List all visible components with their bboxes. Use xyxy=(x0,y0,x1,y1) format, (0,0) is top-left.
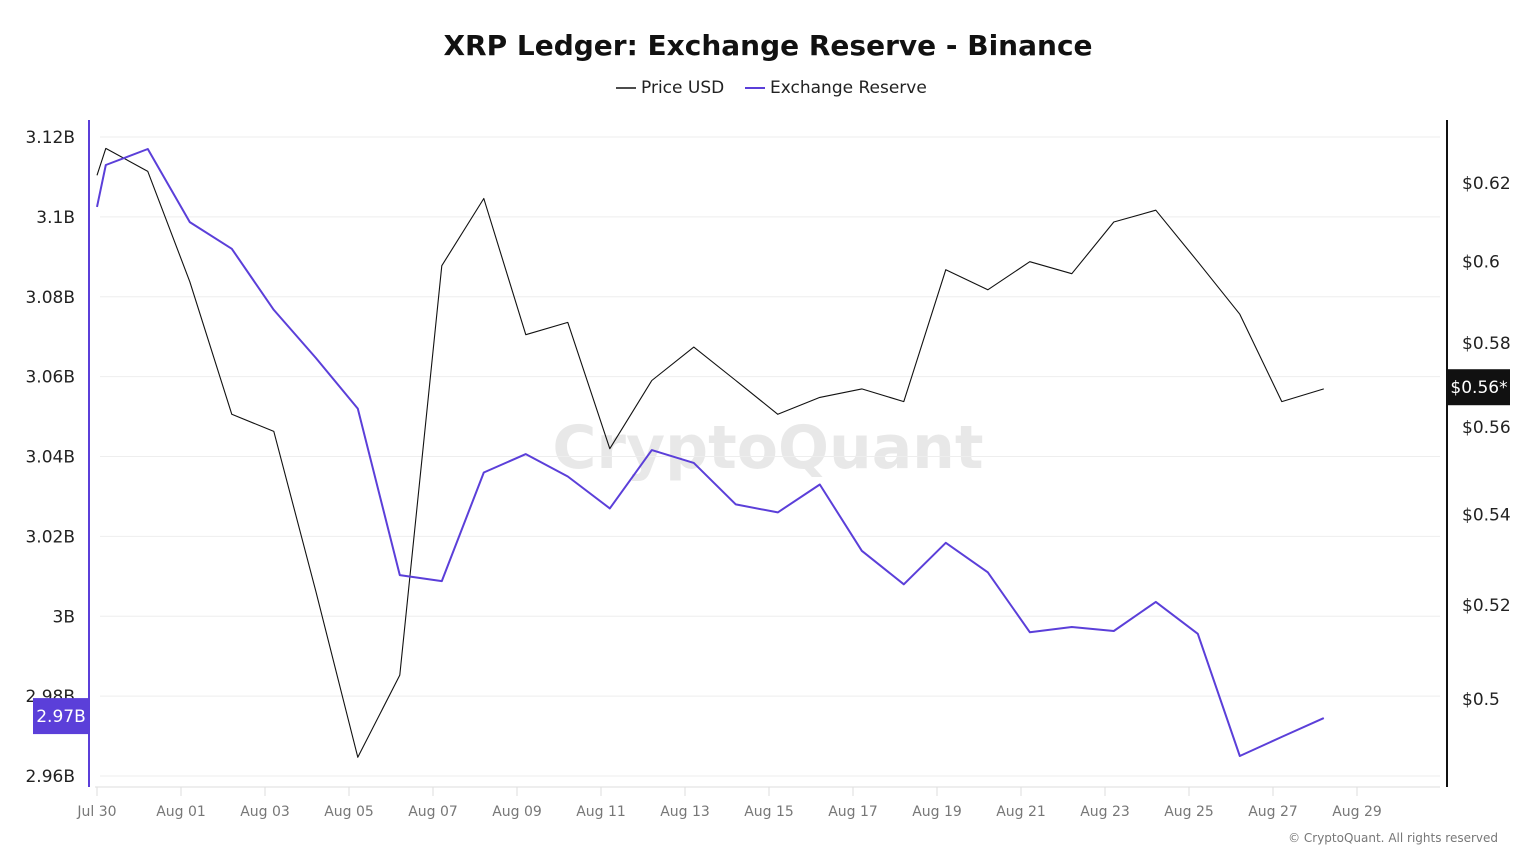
right-tick-label: $0.62 xyxy=(1462,174,1511,194)
current-value-badges: 2.97B $0.56* xyxy=(33,369,1510,735)
right-tick-label: $0.6 xyxy=(1462,253,1500,273)
legend-label-reserve: Exchange Reserve xyxy=(770,78,927,98)
x-tick-label: Aug 21 xyxy=(996,804,1046,820)
chart-title: XRP Ledger: Exchange Reserve - Binance xyxy=(443,29,1092,62)
x-tick-label: Aug 07 xyxy=(408,804,458,820)
watermark: CryptoQuant xyxy=(552,413,983,483)
x-tick-label: Aug 01 xyxy=(156,804,206,820)
legend: Price USD Exchange Reserve xyxy=(616,78,927,98)
left-current-badge xyxy=(33,698,89,735)
left-tick-label: 3.08B xyxy=(25,288,75,308)
left-tick-label: 3.1B xyxy=(36,208,75,228)
right-current-badge xyxy=(1448,369,1510,406)
left-tick-label: 3.12B xyxy=(25,128,75,148)
left-tick-label: 3.02B xyxy=(25,527,75,547)
left-current-label: 2.97B xyxy=(36,707,86,727)
right-tick-label: $0.52 xyxy=(1462,596,1511,616)
right-tick-label: $0.56 xyxy=(1462,418,1511,438)
x-tick-label: Aug 29 xyxy=(1332,804,1382,820)
x-tick-label: Aug 25 xyxy=(1164,804,1214,820)
right-tick-label: $0.5 xyxy=(1462,690,1500,710)
legend-label-price: Price USD xyxy=(641,78,724,98)
copyright: © CryptoQuant. All rights reserved xyxy=(1288,831,1498,845)
x-tick-label: Aug 17 xyxy=(828,804,878,820)
legend-item-reserve[interactable]: Exchange Reserve xyxy=(745,78,927,98)
series-layer xyxy=(96,147,1325,758)
x-tick-label: Aug 09 xyxy=(492,804,542,820)
x-tick-label: Aug 19 xyxy=(912,804,962,820)
left-tick-label: 2.96B xyxy=(25,767,75,787)
left-tick-label: 3.06B xyxy=(25,368,75,388)
left-tick-label: 3.04B xyxy=(25,448,75,468)
x-tick-label: Aug 05 xyxy=(324,804,374,820)
left-axis: 3.12B3.1B3.08B3.06B3.04B3.02B3B2.98B2.96… xyxy=(25,120,90,787)
x-tick-label: Aug 03 xyxy=(240,804,290,820)
legend-item-price[interactable]: Price USD xyxy=(616,78,724,98)
x-tick-label: Aug 15 xyxy=(744,804,794,820)
right-tick-label: $0.58 xyxy=(1462,334,1511,354)
price-usd-line xyxy=(96,147,1324,758)
right-tick-label: $0.54 xyxy=(1462,505,1511,525)
x-tick-label: Aug 27 xyxy=(1248,804,1298,820)
x-axis: Jul 30 Aug 01 Aug 03 Aug 05 Aug 07 Aug 09 Aug … xyxy=(76,786,1440,820)
right-axis: $0.62 $0.6 $0.58 $0.56 $0.54 $0.52 $0.5 xyxy=(1446,120,1511,787)
x-tick-label: Aug 23 xyxy=(1080,804,1130,820)
grid xyxy=(100,136,1440,777)
right-current-label: $0.56* xyxy=(1450,378,1507,398)
x-tick-label: Aug 13 xyxy=(660,804,710,820)
exchange-reserve-line xyxy=(96,148,1325,757)
left-tick-label: 3B xyxy=(53,607,75,627)
x-tick-label: Jul 30 xyxy=(76,804,116,820)
x-tick-label: Aug 11 xyxy=(576,804,626,820)
